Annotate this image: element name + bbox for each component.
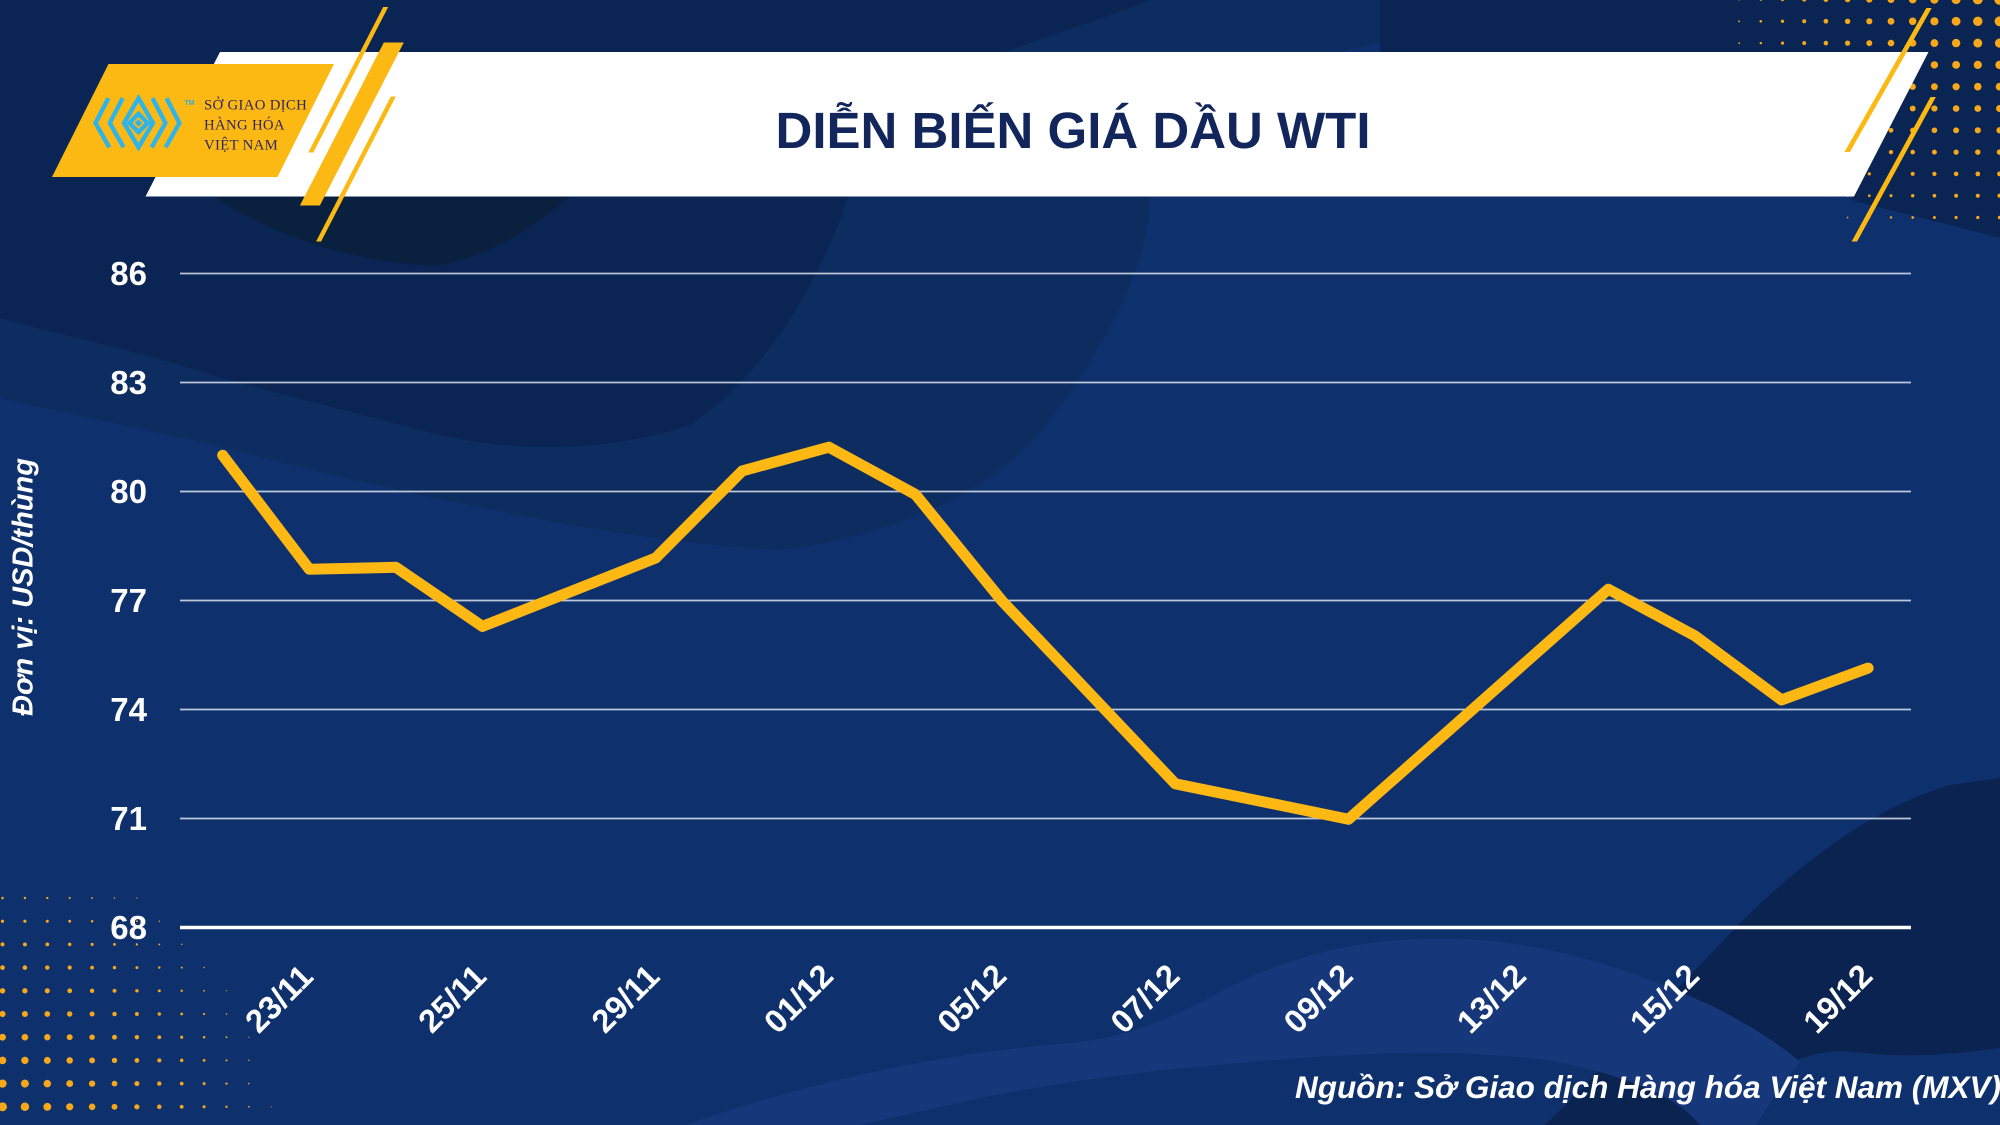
- svg-text:68: 68: [110, 909, 147, 946]
- svg-text:Nguồn: Sở Giao dịch Hàng hóa V: Nguồn: Sở Giao dịch Hàng hóa Việt Nam (M…: [1295, 1069, 2000, 1105]
- svg-text:77: 77: [110, 582, 147, 619]
- svg-text:71: 71: [110, 800, 147, 837]
- svg-text:83: 83: [110, 364, 147, 401]
- svg-text:Đơn vị: USD/thùng: Đơn vị: USD/thùng: [8, 458, 40, 716]
- svg-text:80: 80: [110, 473, 147, 510]
- svg-text:SỞ GIAO DỊCH: SỞ GIAO DỊCH: [204, 97, 307, 114]
- svg-text:HÀNG HÓA: HÀNG HÓA: [204, 117, 285, 134]
- svg-text:VIỆT NAM: VIỆT NAM: [204, 137, 278, 154]
- svg-text:86: 86: [110, 255, 147, 292]
- svg-text:74: 74: [110, 691, 147, 728]
- svg-text:DIỄN BIẾN GIÁ DẦU WTI: DIỄN BIẾN GIÁ DẦU WTI: [776, 101, 1371, 159]
- svg-text:TM: TM: [185, 100, 195, 107]
